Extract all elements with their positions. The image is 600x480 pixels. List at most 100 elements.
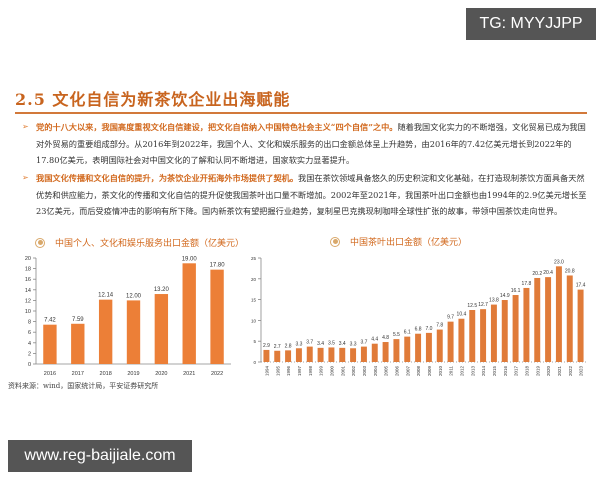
bar bbox=[534, 277, 541, 362]
bar bbox=[126, 300, 141, 364]
bar bbox=[480, 309, 487, 362]
paragraph-lead: 党的十八大以来，我国高度重视文化自信建设，把文化自信纳入中国特色社会主义“四个自… bbox=[36, 122, 398, 132]
bar bbox=[210, 269, 224, 364]
bar bbox=[285, 350, 292, 362]
bar-value-label: 17.80 bbox=[210, 263, 226, 269]
bar bbox=[154, 294, 169, 364]
bar bbox=[447, 321, 454, 362]
bar bbox=[425, 332, 432, 362]
bar-value-label: 6.8 bbox=[415, 327, 422, 333]
bar bbox=[306, 346, 313, 362]
bar bbox=[512, 295, 519, 362]
target-dot-icon bbox=[35, 237, 45, 248]
bar bbox=[98, 299, 113, 364]
bullet-paragraph-tea-export: ➢ 我国文化传播和文化自信的提升，为茶饮企业开拓海外市场提供了契机。我国在茶饮领… bbox=[22, 170, 587, 220]
bar-value-label: 23.0 bbox=[554, 259, 564, 265]
paragraph-body: 我国在茶饮领域具备悠久的历史积淀和文化基础，在打造现制茶饮方面具备天然优势和供应… bbox=[36, 173, 587, 216]
x-tick-label: 2004 bbox=[373, 366, 378, 377]
chart2-title: 中国茶叶出口金额（亿美元） bbox=[330, 235, 467, 248]
bar bbox=[382, 342, 389, 362]
x-tick-label: 2016 bbox=[44, 371, 56, 377]
bar bbox=[339, 347, 346, 362]
bar bbox=[523, 287, 530, 362]
culture-export-bar-chart: 0 2 4 6 8 10 12 14 16 18 20 7.42 2016 7.59 2017 12.14 20… bbox=[25, 256, 231, 377]
paragraph-body: 随着我国文化实力的不断增强，文化贸易已成为我国对外贸易的重要组成部分。从2016… bbox=[36, 122, 586, 165]
telegram-watermark: TG: MYYJJPP bbox=[466, 8, 596, 40]
x-tick-label: 2021 bbox=[183, 371, 195, 377]
y-tick-label: 20 bbox=[251, 277, 257, 282]
x-tick-label: 2011 bbox=[449, 366, 454, 376]
x-tick-label: 2012 bbox=[459, 366, 464, 377]
bar bbox=[71, 323, 85, 364]
bar bbox=[545, 277, 552, 362]
y-tick-label: 5 bbox=[253, 339, 256, 344]
y-tick-label: 6 bbox=[28, 330, 31, 336]
y-tick-label: 0 bbox=[253, 360, 256, 365]
bar bbox=[182, 263, 196, 364]
bar-value-label: 10.4 bbox=[457, 312, 467, 318]
bar-value-label: 17.4 bbox=[576, 283, 586, 289]
x-tick-label: 2010 bbox=[438, 366, 443, 377]
bar bbox=[371, 343, 378, 362]
bar bbox=[43, 324, 57, 364]
x-tick-label: 2002 bbox=[351, 366, 356, 377]
x-tick-label: 1996 bbox=[286, 366, 291, 377]
bar-value-label: 19.00 bbox=[182, 256, 198, 262]
y-tick-label: 15 bbox=[251, 298, 257, 303]
bar bbox=[566, 275, 573, 362]
url-watermark: www.reg-baijiale.com bbox=[8, 440, 192, 472]
paragraph-lead: 我国文化传播和文化自信的提升，为茶饮企业开拓海外市场提供了契机。 bbox=[36, 173, 299, 183]
bar bbox=[501, 300, 508, 362]
bar-value-label: 5.5 bbox=[393, 332, 400, 338]
bar bbox=[415, 333, 422, 362]
chart2-title-text: 中国茶叶出口金额（亿美元） bbox=[350, 238, 468, 248]
bar-value-label: 20.4 bbox=[543, 270, 553, 276]
y-tick-label: 4 bbox=[28, 341, 31, 347]
x-tick-label: 2022 bbox=[568, 366, 573, 377]
bar-value-label: 4.8 bbox=[382, 335, 389, 341]
y-tick-label: 18 bbox=[25, 267, 31, 273]
bar-value-label: 3.3 bbox=[295, 341, 302, 347]
y-tick-label: 20 bbox=[25, 256, 31, 262]
y-tick-label: 2 bbox=[28, 351, 31, 357]
bar-value-label: 3.7 bbox=[360, 340, 367, 346]
bar bbox=[295, 348, 302, 362]
bar bbox=[469, 310, 476, 362]
x-tick-label: 2005 bbox=[384, 366, 389, 377]
y-tick-label: 16 bbox=[25, 277, 31, 283]
x-tick-label: 2017 bbox=[72, 371, 84, 377]
paragraph-text: 党的十八大以来，我国高度重视文化自信建设，把文化自信纳入中国特色社会主义“四个自… bbox=[22, 119, 587, 169]
bar bbox=[436, 329, 443, 362]
x-tick-label: 2021 bbox=[557, 366, 562, 377]
x-tick-label: 2014 bbox=[481, 366, 486, 377]
bar-value-label: 17.8 bbox=[522, 281, 532, 287]
bar bbox=[317, 347, 324, 362]
bar-value-label: 3.4 bbox=[339, 341, 346, 347]
x-tick-label: 2022 bbox=[211, 371, 223, 377]
y-tick-label: 12 bbox=[25, 298, 31, 304]
x-tick-label: 2015 bbox=[492, 366, 497, 377]
x-tick-label: 2018 bbox=[100, 371, 112, 377]
bar bbox=[263, 349, 270, 362]
bar-value-label: 3.7 bbox=[306, 340, 313, 346]
chart1-title-text: 中国个人、文化和娱乐服务出口金额（亿美元） bbox=[55, 239, 245, 249]
bar-value-label: 13.8 bbox=[489, 298, 499, 304]
bar-value-label: 9.7 bbox=[447, 315, 454, 321]
bar bbox=[350, 348, 357, 362]
bar-value-label: 7.8 bbox=[436, 323, 443, 329]
y-tick-label: 10 bbox=[25, 309, 31, 315]
x-tick-label: 2003 bbox=[362, 366, 367, 377]
bar-value-label: 2.8 bbox=[285, 343, 292, 349]
bar-value-label: 12.7 bbox=[478, 302, 488, 308]
x-tick-label: 2001 bbox=[340, 366, 345, 377]
y-tick-label: 8 bbox=[28, 320, 31, 326]
x-tick-label: 2019 bbox=[535, 366, 540, 377]
x-tick-label: 1997 bbox=[297, 366, 302, 377]
bar bbox=[404, 336, 411, 362]
x-tick-label: 2009 bbox=[427, 366, 432, 377]
x-tick-label: 2016 bbox=[503, 366, 508, 377]
x-tick-label: 2023 bbox=[579, 366, 584, 377]
bar-value-label: 3.4 bbox=[317, 341, 324, 347]
paragraph-text: 我国文化传播和文化自信的提升，为茶饮企业开拓海外市场提供了契机。我国在茶饮领域具… bbox=[22, 170, 587, 220]
section-title: 2.5 文化自信为新茶饮企业出海赋能 bbox=[15, 90, 291, 109]
